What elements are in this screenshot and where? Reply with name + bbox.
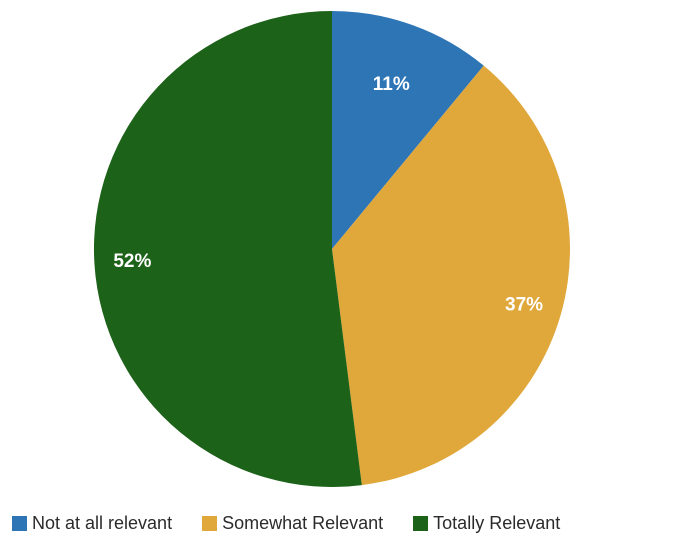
pie-slices: [93, 10, 570, 487]
pie-label-somewhat-relevant: 37%: [505, 294, 543, 315]
legend-label-somewhat-relevant: Somewhat Relevant: [222, 512, 384, 533]
pie-slice-not-at-all-relevant: [332, 11, 484, 249]
pie-slice-somewhat-relevant: [332, 65, 570, 486]
legend-item-somewhat-relevant: Somewhat Relevant: [202, 513, 383, 534]
legend-swatch-not-at-all-relevant: [12, 515, 27, 531]
pie-slice-labels: 11% 37% 52%: [113, 74, 543, 315]
pie-label-not-at-all-relevant: 11%: [373, 74, 410, 95]
legend-item-not-at-all-relevant: Not at all relevant: [12, 513, 172, 534]
legend-item-totally-relevant: Totally Relevant: [413, 513, 560, 534]
legend-swatch-totally-relevant: [413, 515, 429, 531]
legend: Not at all relevant Somewhat Relevant To…: [12, 511, 672, 535]
legend-label-totally-relevant: Totally Relevant: [433, 512, 561, 533]
legend-label-not-at-all-relevant: Not at all relevant: [32, 512, 173, 533]
pie-slice-totally-relevant: [93, 10, 362, 487]
legend-swatch-somewhat-relevant: [202, 515, 218, 531]
pie-label-totally-relevant: 52%: [113, 251, 151, 272]
